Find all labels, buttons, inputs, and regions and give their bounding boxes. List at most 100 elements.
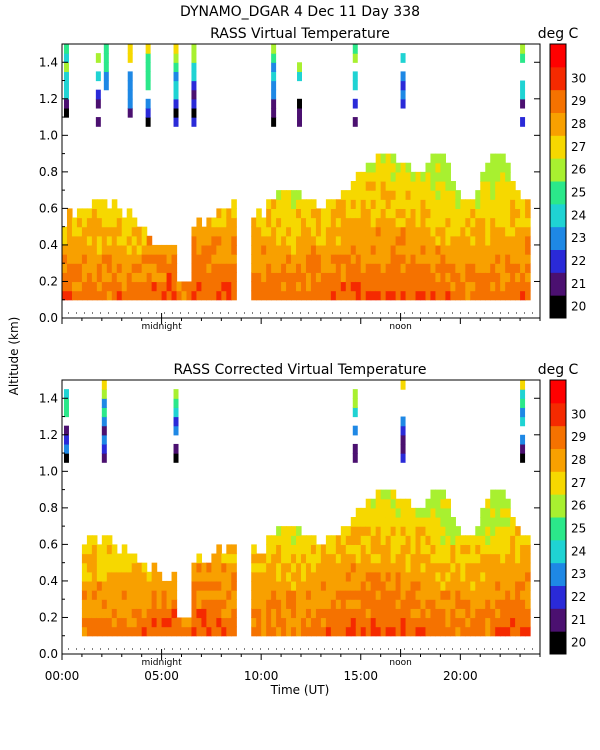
field-cell xyxy=(320,226,327,237)
field-cell xyxy=(191,617,198,628)
field-cell xyxy=(305,617,312,628)
field-cell xyxy=(96,272,103,283)
field-cell xyxy=(455,599,461,609)
field-cell xyxy=(460,608,466,619)
field-cell xyxy=(335,244,342,255)
field-cell xyxy=(480,571,486,582)
field-cell xyxy=(310,235,317,246)
field-cell xyxy=(515,244,521,255)
colorbar-label: 20 xyxy=(571,636,586,650)
noise-dot xyxy=(172,648,173,650)
noise-dot xyxy=(300,312,301,314)
field-cell xyxy=(385,171,392,182)
field-cell xyxy=(485,498,491,509)
field-cell xyxy=(350,208,357,219)
noise-dot xyxy=(124,312,125,314)
field-cell xyxy=(465,281,471,292)
field-cell xyxy=(370,562,377,573)
field-cell xyxy=(91,562,98,573)
field-cell xyxy=(191,608,198,619)
field-cell xyxy=(390,489,397,500)
field-cell xyxy=(340,526,347,536)
field-cell xyxy=(173,71,179,82)
field-cell xyxy=(405,599,412,609)
field-cell xyxy=(420,608,427,619)
field-cell xyxy=(121,590,128,600)
field-cell xyxy=(360,608,367,619)
field-cell xyxy=(221,281,227,292)
field-cell xyxy=(385,580,392,591)
field-cell xyxy=(500,608,506,619)
field-cell xyxy=(360,535,367,545)
field-cell xyxy=(510,571,516,582)
field-cell xyxy=(430,562,437,573)
field-cell xyxy=(375,553,382,564)
field-cell xyxy=(261,608,267,619)
noise-dot xyxy=(492,648,493,650)
field-cell xyxy=(390,544,397,555)
field-cell xyxy=(360,526,367,536)
field-cell xyxy=(485,190,491,200)
field-cell xyxy=(286,562,292,573)
field-cell xyxy=(410,254,417,264)
field-cell xyxy=(266,571,272,582)
field-cell xyxy=(206,608,212,619)
field-cell xyxy=(405,190,412,200)
field-cell xyxy=(355,181,362,191)
field-cell xyxy=(251,244,257,255)
field-cell xyxy=(365,254,372,264)
field-cell xyxy=(173,89,179,100)
field-cell xyxy=(405,507,412,518)
field-cell xyxy=(505,190,511,200)
field-cell xyxy=(173,453,179,463)
field-cell xyxy=(440,562,446,573)
field-cell xyxy=(460,290,466,301)
field-cell xyxy=(505,217,511,228)
field-cell xyxy=(206,626,212,637)
field-cell xyxy=(136,599,143,609)
field-cell xyxy=(490,272,496,283)
field-cell xyxy=(145,62,151,72)
field-cell xyxy=(390,254,397,264)
field-cell xyxy=(430,553,437,564)
field-cell xyxy=(96,590,103,600)
field-cell xyxy=(211,553,217,564)
field-cell xyxy=(455,226,461,237)
field-cell xyxy=(445,290,451,301)
field-cell xyxy=(395,498,402,509)
field-cell xyxy=(340,599,347,609)
field-cell xyxy=(111,590,118,600)
field-cell xyxy=(261,590,267,600)
y-tick-label: 0.4 xyxy=(39,238,58,252)
field-cell xyxy=(440,281,446,292)
field-cell xyxy=(350,526,357,536)
field-cell xyxy=(141,244,148,255)
field-cell xyxy=(335,235,342,246)
field-cell xyxy=(420,281,427,292)
field-cell xyxy=(455,535,461,545)
field-cell xyxy=(445,580,451,591)
field-cell xyxy=(440,599,446,609)
field-cell xyxy=(101,535,108,545)
noise-dot xyxy=(364,312,365,314)
field-cell xyxy=(430,263,437,273)
field-cell xyxy=(485,290,491,301)
field-cell xyxy=(95,89,101,100)
field-cell xyxy=(216,217,222,228)
field-cell xyxy=(305,544,312,555)
x-tick-label: 10:00 xyxy=(244,669,279,683)
field-cell xyxy=(395,526,402,536)
field-cell xyxy=(450,235,456,246)
field-cell xyxy=(385,562,392,573)
field-cell xyxy=(365,535,372,545)
field-cell xyxy=(430,489,437,500)
field-cell xyxy=(231,562,237,573)
field-cell xyxy=(320,590,327,600)
field-cell xyxy=(390,162,397,173)
field-cell xyxy=(500,235,506,246)
y-tick-label: 0.2 xyxy=(39,610,58,624)
noise-dot xyxy=(236,648,237,650)
field-cell xyxy=(81,290,88,301)
field-cell xyxy=(520,553,526,564)
field-cell xyxy=(101,617,108,628)
